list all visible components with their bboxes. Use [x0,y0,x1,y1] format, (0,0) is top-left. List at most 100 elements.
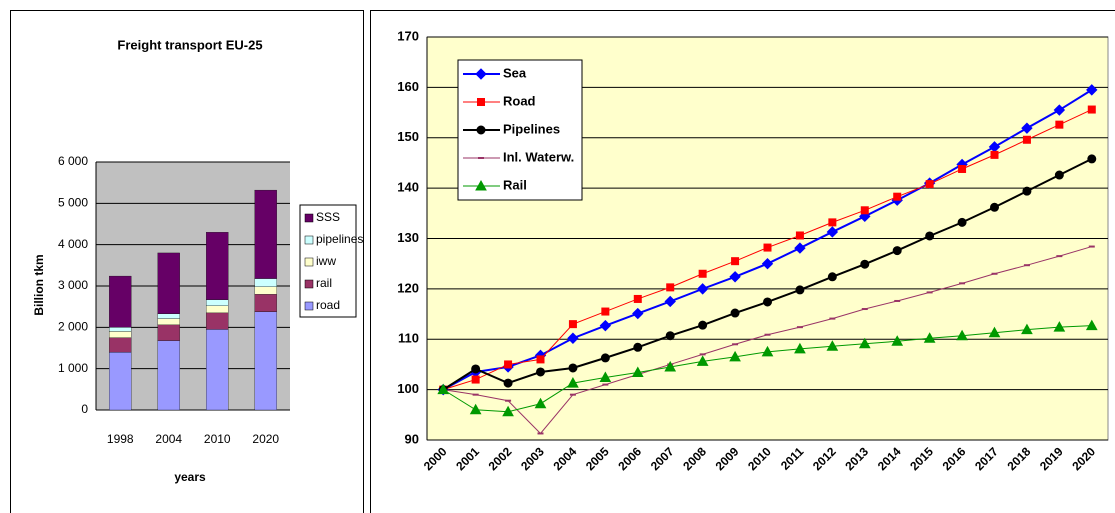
marker [534,397,547,409]
marker [923,332,936,343]
marker [761,345,774,357]
marker [471,364,481,374]
marker [1087,105,1096,114]
marker [696,355,709,366]
legend-label: pipelines [316,232,363,246]
marker [1055,120,1064,129]
marker [698,320,708,330]
marker [891,335,904,346]
bar-segment [109,337,132,353]
y-tick-label: 1 000 [58,361,88,375]
marker [826,340,839,351]
marker [795,231,804,240]
y-tick-label: 160 [397,79,419,94]
marker [763,243,772,252]
marker [958,164,967,173]
bar-segment [109,351,132,411]
legend-swatch [304,279,314,289]
marker [696,283,709,295]
bar-segment [157,324,180,341]
x-axis-label: years [174,470,206,484]
marker [471,375,480,384]
marker [826,226,839,238]
y-axis-label: Billion tkm [32,254,46,315]
marker [763,297,772,307]
y-tick-label: 170 [397,28,419,43]
marker [1022,135,1031,144]
marker [860,206,869,215]
marker [990,150,999,159]
marker [858,337,871,349]
marker [893,192,902,201]
marker [665,331,675,341]
marker [1054,170,1064,180]
y-tick-label: 140 [397,180,419,195]
bar-segment [157,313,180,319]
y-tick-label: 150 [397,129,419,144]
marker [567,332,579,344]
marker [1021,323,1033,335]
legend-label: SSS [316,210,340,224]
marker [892,246,902,256]
marker [536,367,545,377]
marker [794,242,806,254]
legend-label: Rail [503,177,527,192]
y-tick-label: 6 000 [58,154,88,168]
y-tick-label: 0 [81,402,88,416]
marker [1053,321,1066,332]
bar-segment [206,312,229,330]
legend-label: rail [316,276,332,290]
legend-swatch [304,235,314,245]
marker [761,257,774,270]
chart-title: Freight transport EU-25 [117,37,262,52]
y-tick-label: 130 [397,230,419,245]
marker [794,342,806,354]
legend-swatch [304,257,314,267]
x-tick-label: 2020 [252,432,279,446]
marker [729,350,741,362]
legend-marker [476,125,486,135]
y-tick-label: 90 [405,431,419,446]
marker [437,383,450,395]
legend-label: Road [503,93,536,108]
bar-segment [254,278,277,287]
y-tick-label: 100 [397,381,419,396]
legend-label: Pipelines [503,121,560,136]
marker [1085,319,1098,331]
marker [599,319,612,332]
marker [666,283,675,292]
marker [568,320,577,329]
marker [599,371,612,383]
marker [988,326,1001,338]
y-tick-label: 5 000 [58,196,88,210]
marker [469,403,482,415]
bar-segment [254,311,277,411]
marker [730,308,740,318]
legend-label: iww [316,254,336,268]
bar-segment [157,318,180,326]
marker [990,202,999,212]
marker [925,180,934,189]
marker [925,231,935,241]
y-tick-label: 120 [397,280,419,295]
marker [601,307,610,316]
marker [633,342,643,352]
marker [600,353,610,363]
bar-segment [109,275,132,328]
bar-segment [254,189,277,279]
marker [828,218,837,227]
bar-segment [254,286,277,295]
marker [633,294,642,303]
y-tick-label: 4 000 [58,237,88,251]
legend-marker [475,179,487,191]
y-tick-label: 3 000 [58,278,88,292]
marker [698,269,707,278]
legend-marker [477,98,485,106]
legend-label: road [316,298,340,312]
marker [502,405,514,417]
marker [632,307,644,320]
y-tick-label: 110 [398,331,419,346]
bar-segment [206,299,229,306]
marker [536,355,545,364]
marker [664,360,677,372]
